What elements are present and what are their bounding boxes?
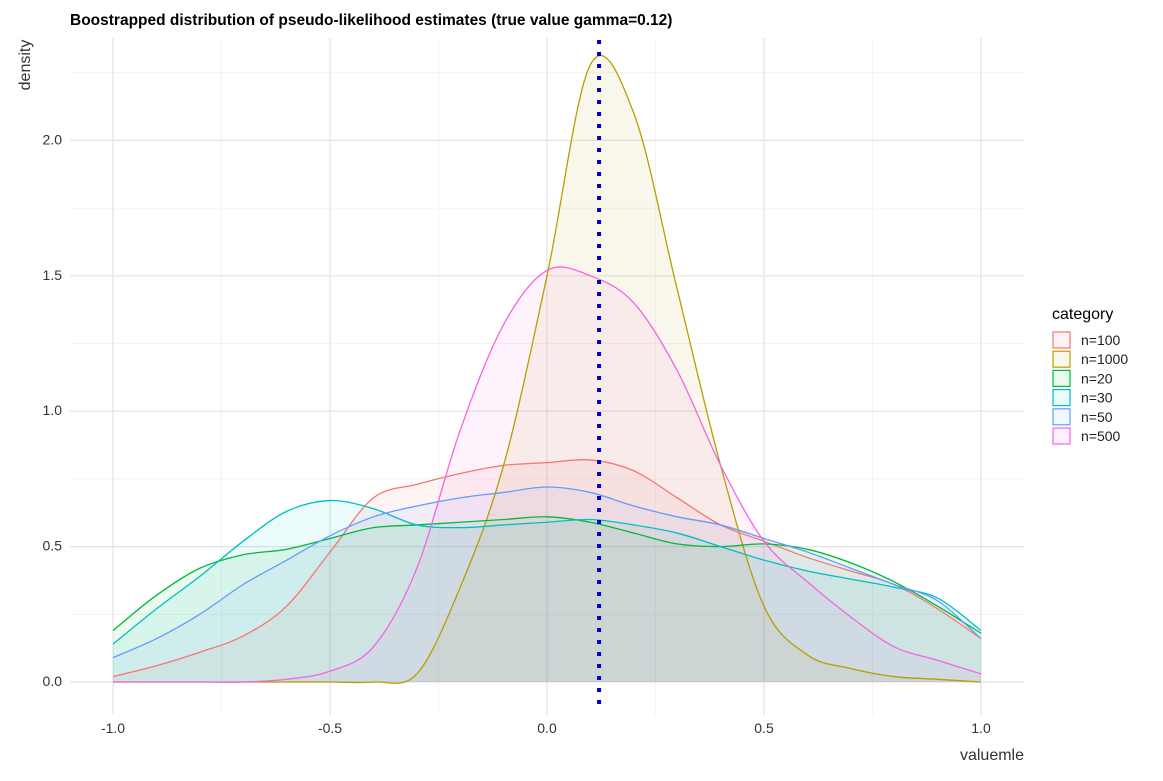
x-tick-label: 0.5 xyxy=(754,720,774,736)
density-line-n-30 xyxy=(112,499,982,645)
density-areas xyxy=(113,55,981,684)
tick-labels: -1.0 -0.5 0.0 0.5 1.0 0.0 0.5 1.0 1.5 2.0 xyxy=(43,131,991,736)
legend-key-n-500 xyxy=(1052,427,1071,445)
density-line-n-50 xyxy=(112,486,982,659)
legend-key-n-100 xyxy=(1052,331,1071,349)
legend-label-n-500: n=500 xyxy=(1081,428,1121,444)
density-area-n-1000 xyxy=(113,55,981,684)
density-line-n-100 xyxy=(112,458,982,678)
density-area-n-20 xyxy=(113,516,981,682)
y-axis-label: density xyxy=(17,40,34,91)
y-tick-label: 0.0 xyxy=(43,673,63,689)
y-tick-label: 0.5 xyxy=(43,538,63,554)
legend-title: category xyxy=(1052,306,1113,323)
density-area-n-30 xyxy=(113,500,981,682)
legend-key-n-1000 xyxy=(1052,350,1071,368)
legend-key-n-30 xyxy=(1052,389,1071,407)
legend: category n=100 n=1000 n=20 n=30 n=50 n=500 xyxy=(1052,306,1128,445)
chart-title: Boostrapped distribution of pseudo-likel… xyxy=(70,12,672,29)
x-tick-label: -0.5 xyxy=(318,720,342,736)
x-tick-label: 1.0 xyxy=(971,720,991,736)
y-tick-label: 1.5 xyxy=(43,267,63,283)
legend-label-n-50: n=50 xyxy=(1081,409,1113,425)
legend-label-n-1000: n=1000 xyxy=(1081,351,1128,367)
x-tick-label: 0.0 xyxy=(537,720,557,736)
density-area-n-500 xyxy=(113,266,981,683)
density-line-n-20 xyxy=(112,516,982,634)
legend-label-n-30: n=30 xyxy=(1081,390,1113,406)
legend-key-n-50 xyxy=(1052,408,1071,426)
x-axis-label: valuemle xyxy=(960,747,1024,764)
density-lines xyxy=(112,55,982,685)
legend-label-n-100: n=100 xyxy=(1081,332,1121,348)
density-line-n-500 xyxy=(112,266,982,683)
y-tick-label: 1.0 xyxy=(43,402,63,418)
legend-key-n-20 xyxy=(1052,369,1071,387)
legend-label-n-20: n=20 xyxy=(1081,370,1113,386)
density-area-n-100 xyxy=(113,459,981,682)
x-tick-label: -1.0 xyxy=(101,720,125,736)
density-line-n-1000 xyxy=(112,55,982,685)
density-area-n-50 xyxy=(113,487,981,682)
y-tick-label: 2.0 xyxy=(43,131,63,147)
